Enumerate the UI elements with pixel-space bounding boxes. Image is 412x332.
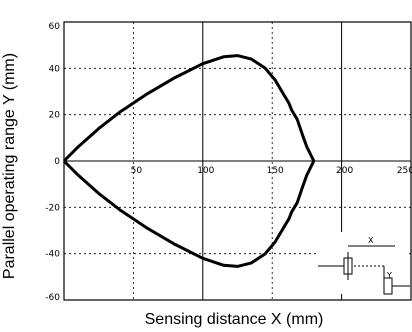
y-tick-label: 20	[49, 111, 61, 121]
operating-range-lower-curve	[62, 159, 316, 268]
diagram-background	[318, 232, 408, 294]
sensor-setup-diagram: X Y	[318, 232, 410, 295]
x-tick-label: 100	[197, 166, 214, 176]
diagram-label-y: Y	[386, 271, 392, 280]
y-axis-title: Parallel operating range Y (mm)	[1, 53, 18, 279]
plot-frame	[63, 21, 412, 301]
x-tick-label: 150	[267, 166, 284, 176]
y-tick-label: -60	[45, 293, 60, 303]
x-axis-title: Sensing distance X (mm)	[145, 311, 324, 328]
x-tick-label: 250	[397, 166, 412, 176]
x-tick-label: 50	[131, 166, 143, 176]
y-tick-label: -20	[45, 203, 60, 213]
curve-layer	[62, 54, 316, 268]
diagram-label-x: X	[368, 236, 374, 245]
x-tick-label: 200	[336, 166, 353, 176]
y-tick-label: 60	[49, 22, 61, 32]
y-tick-label: 40	[49, 64, 61, 74]
y-tick-label: -40	[45, 250, 60, 260]
y-tick-label: 0	[54, 157, 60, 167]
operating-range-upper-curve	[62, 54, 316, 163]
